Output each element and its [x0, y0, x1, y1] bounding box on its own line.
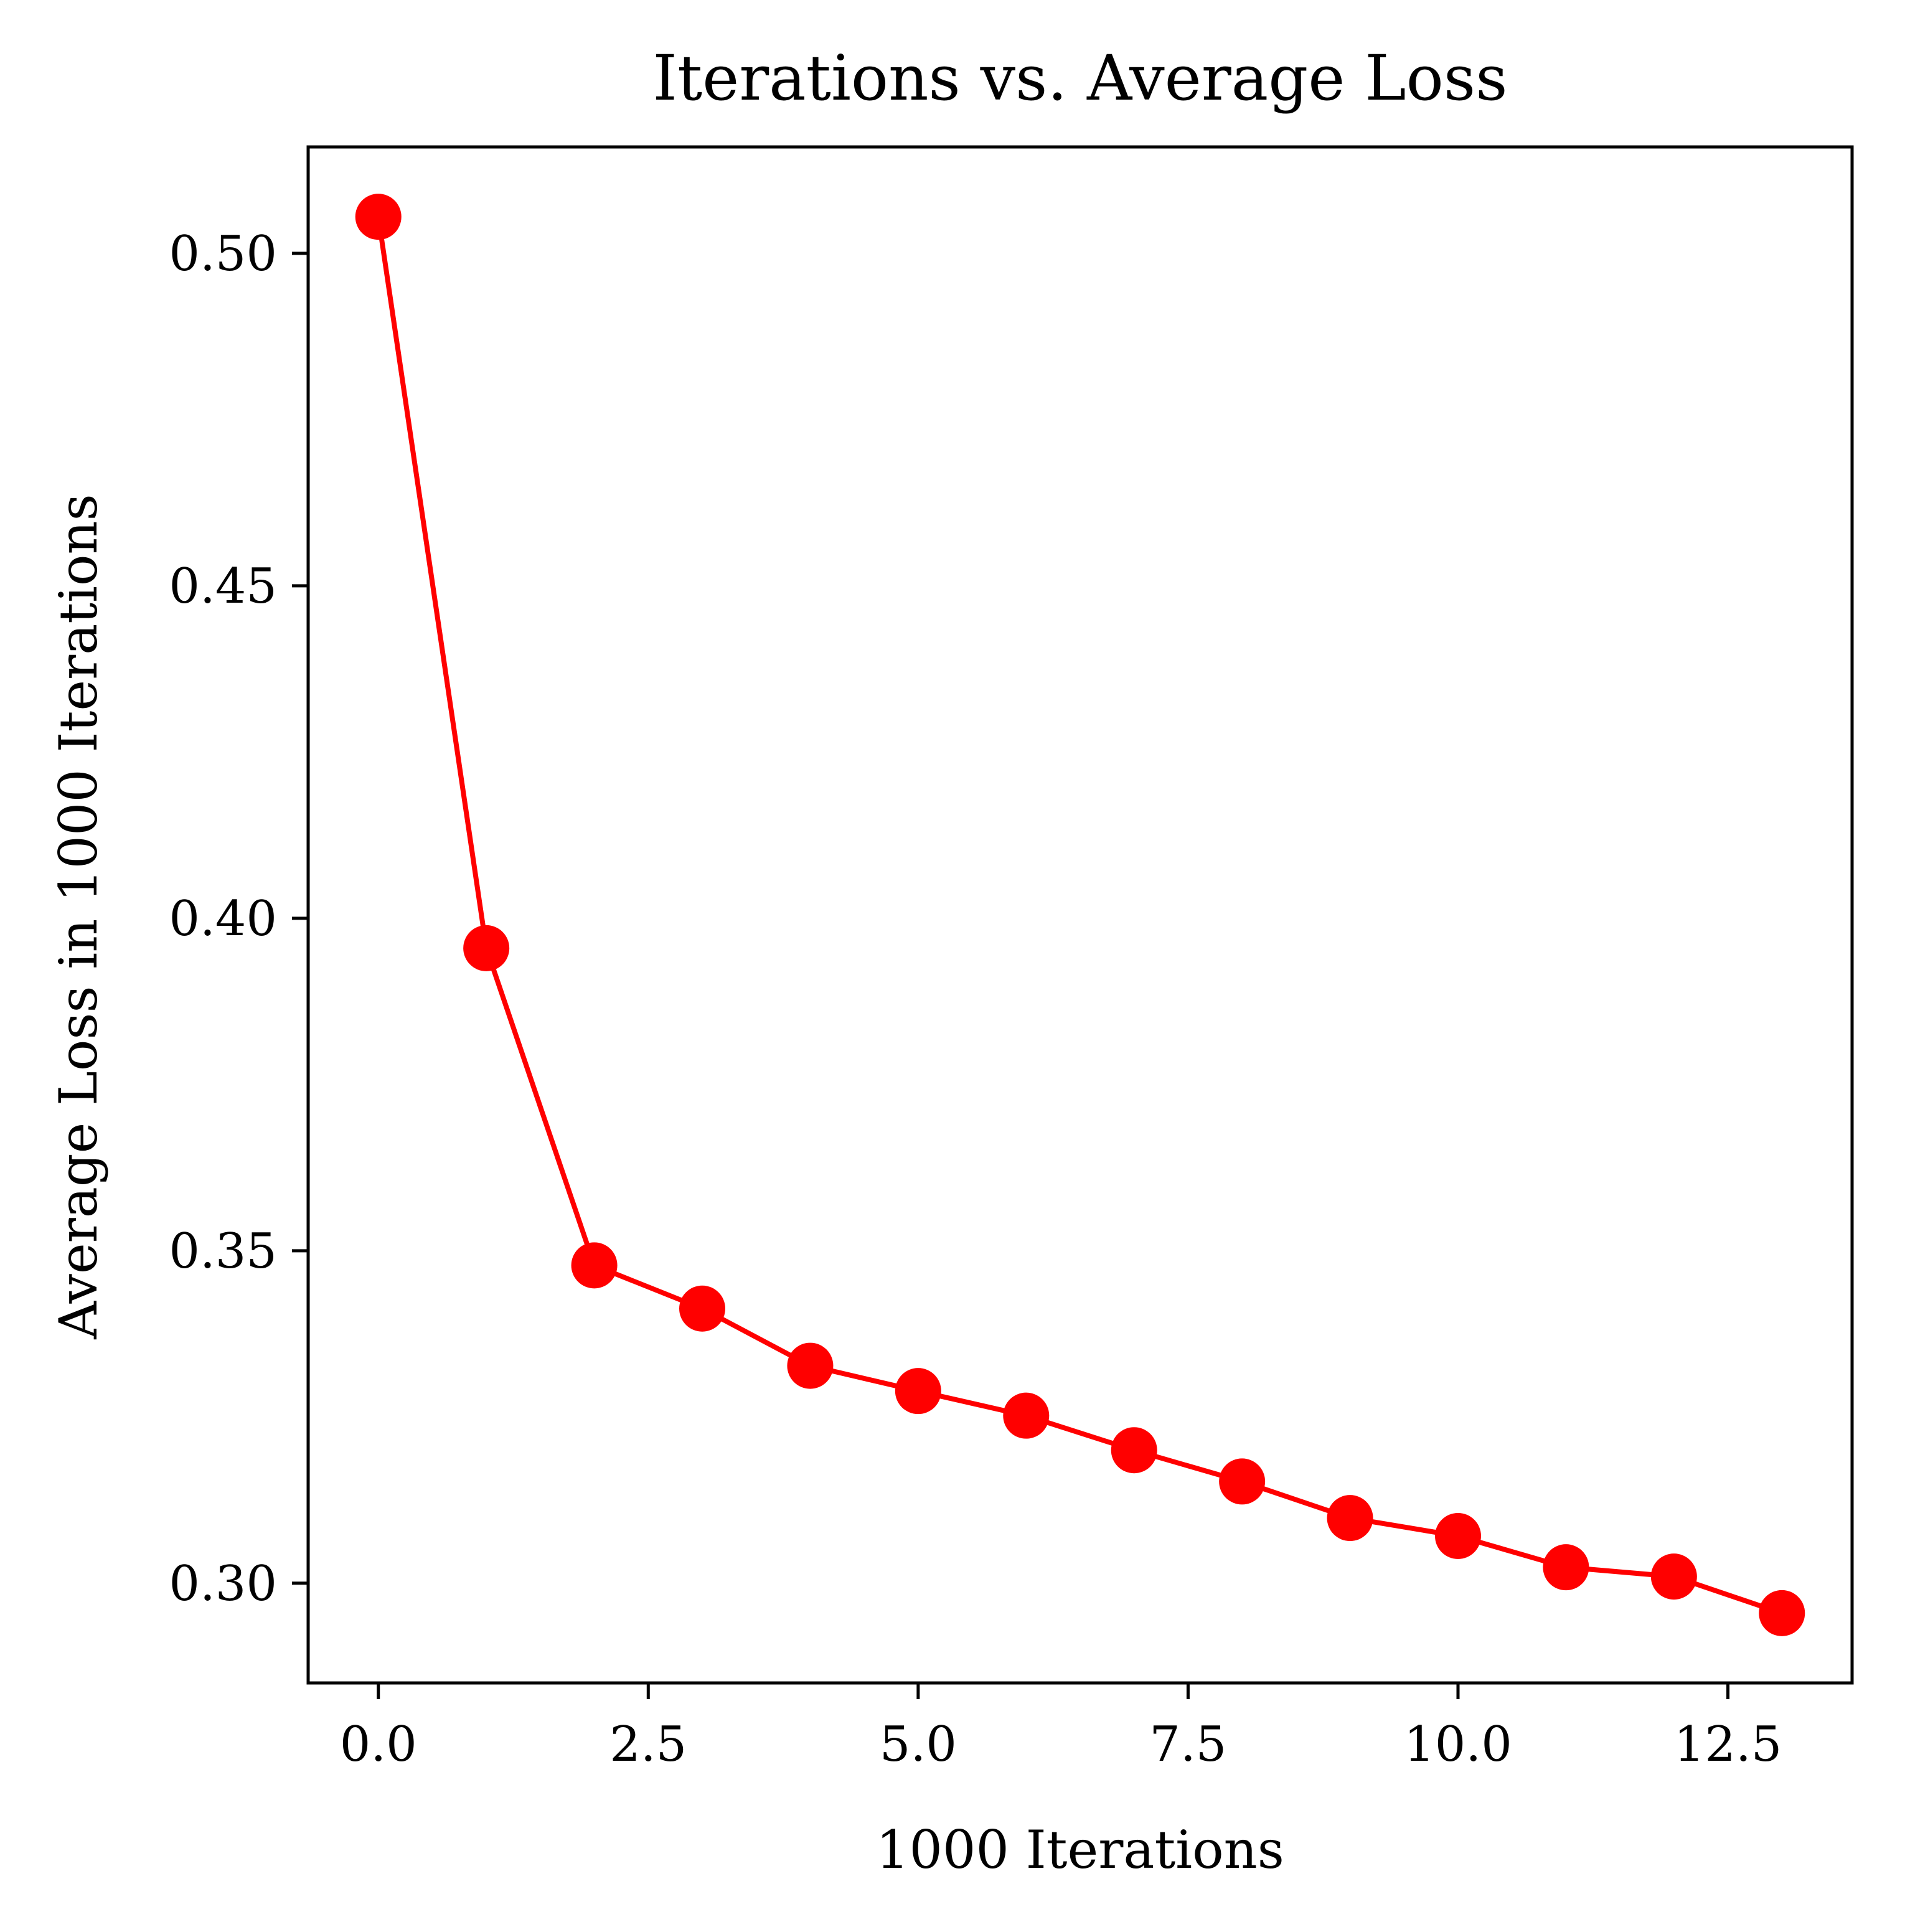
- chart-title: Iterations vs. Average Loss: [652, 42, 1507, 115]
- data-point-marker: [1003, 1392, 1050, 1439]
- data-point-marker: [1219, 1458, 1266, 1505]
- x-tick-label: 12.5: [1674, 1717, 1782, 1773]
- data-point-marker: [463, 925, 510, 971]
- y-tick-label: 0.45: [169, 558, 277, 615]
- data-point-marker: [1543, 1544, 1589, 1591]
- y-tick-label: 0.30: [169, 1556, 277, 1612]
- data-point-marker: [1327, 1495, 1373, 1542]
- x-tick-label: 5.0: [880, 1717, 957, 1773]
- x-axis-label: 1000 Iterations: [876, 1819, 1284, 1880]
- x-tick-label: 2.5: [609, 1717, 687, 1773]
- data-point-marker: [895, 1368, 941, 1415]
- y-tick-label: 0.35: [169, 1223, 277, 1279]
- data-point-marker: [1759, 1590, 1805, 1636]
- data-point-marker: [1434, 1512, 1481, 1559]
- data-point-marker: [1650, 1553, 1697, 1600]
- y-axis-ticks: 0.30 0.35 0.40 0.45 0.50: [169, 226, 308, 1612]
- data-point-marker: [787, 1342, 834, 1389]
- x-axis-ticks: 0.0 2.5 5.0 7.5 10.0 12.5: [340, 1683, 1782, 1773]
- data-point-marker: [1111, 1427, 1157, 1474]
- y-axis-label: Average Loss in 1000 Iterations: [48, 494, 109, 1340]
- x-tick-label: 0.0: [340, 1717, 417, 1773]
- x-tick-label: 10.0: [1404, 1717, 1512, 1773]
- y-tick-label: 0.50: [169, 226, 277, 282]
- data-point-marker: [355, 194, 402, 240]
- data-point-marker: [571, 1242, 618, 1289]
- x-tick-label: 7.5: [1149, 1717, 1226, 1773]
- loss-series-markers: [355, 194, 1805, 1636]
- plot-frame: [306, 145, 1854, 1685]
- y-tick-label: 0.40: [169, 891, 277, 947]
- data-point-marker: [679, 1285, 726, 1332]
